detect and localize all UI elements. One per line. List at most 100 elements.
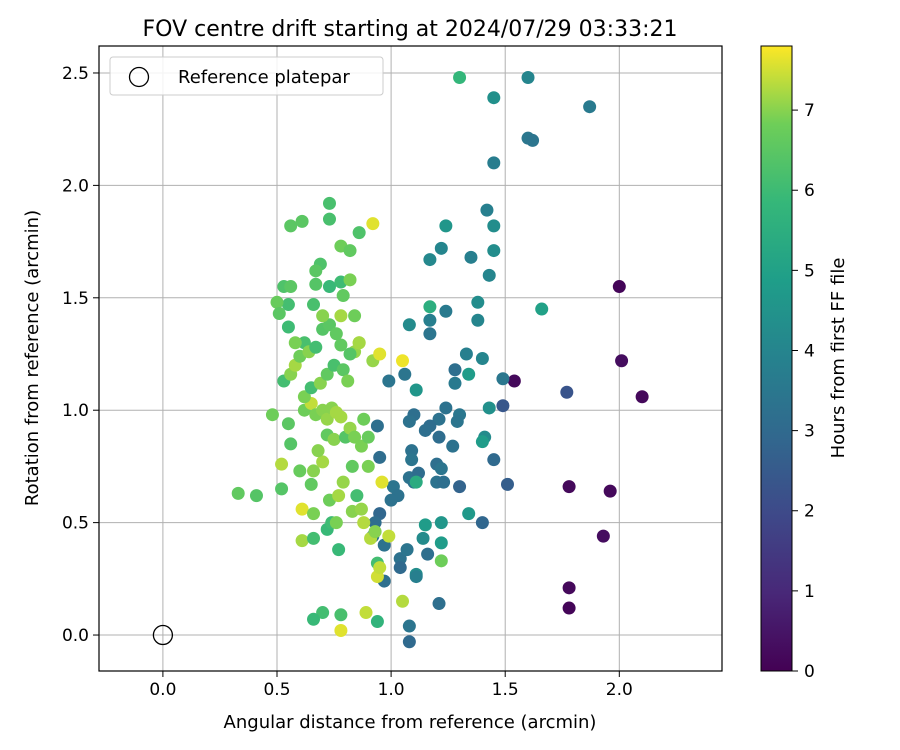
data-point [475, 435, 489, 449]
data-point [361, 430, 375, 444]
data-point [475, 516, 489, 530]
colorbar-tick-label: 4 [804, 341, 815, 361]
data-point [405, 453, 419, 467]
data-point [334, 338, 348, 352]
data-point [322, 280, 336, 294]
data-point [471, 295, 485, 309]
data-point [416, 531, 430, 545]
x-tick-label: 1.5 [492, 680, 519, 700]
data-point [382, 374, 396, 388]
data-point [396, 594, 410, 608]
x-tick-label: 0.0 [149, 680, 176, 700]
legend: Reference platepar [109, 56, 384, 96]
data-point [448, 363, 462, 377]
data-point [409, 475, 423, 489]
data-point [366, 217, 380, 231]
data-point [295, 534, 309, 548]
data-point [439, 219, 453, 233]
data-point [352, 336, 366, 350]
data-point [336, 289, 350, 303]
data-point [596, 529, 610, 543]
chart-title: FOV centre drift starting at 2024/07/29 … [143, 17, 678, 42]
data-point [462, 367, 476, 381]
data-point [370, 419, 384, 433]
data-point [612, 280, 626, 294]
data-point [368, 516, 382, 530]
legend-label: Reference platepar [178, 67, 350, 88]
data-point [439, 401, 453, 415]
data-point [348, 309, 362, 323]
data-point [453, 480, 467, 494]
data-point [361, 459, 375, 473]
data-point [400, 543, 414, 557]
data-point [281, 320, 295, 334]
data-point [332, 489, 346, 503]
y-axis-ticks: 0.0 0.5 1.0 1.5 2.0 2.5 [62, 64, 99, 646]
data-point [284, 437, 298, 451]
data-point [275, 457, 289, 471]
colorbar-tick-label: 2 [804, 502, 815, 522]
data-point [462, 507, 476, 521]
data-point [307, 507, 321, 521]
data-point [487, 91, 501, 105]
data-point [359, 606, 373, 620]
data-point [343, 347, 357, 361]
data-point [434, 462, 448, 476]
data-point [313, 376, 327, 390]
data-point [482, 268, 496, 282]
data-point [334, 608, 348, 622]
data-point [562, 581, 576, 595]
data-point [368, 525, 382, 539]
data-point [487, 453, 501, 467]
data-point [334, 309, 348, 323]
data-point [402, 619, 416, 633]
data-point [332, 543, 346, 557]
colorbar-label: Hours from first FF file [828, 258, 849, 459]
data-point [562, 480, 576, 494]
data-point [409, 570, 423, 584]
data-point [398, 367, 412, 381]
data-point [357, 516, 371, 530]
data-point [382, 529, 396, 543]
data-point [434, 554, 448, 568]
data-point [270, 295, 284, 309]
data-point [357, 412, 371, 426]
reference-platepar-marker [152, 624, 174, 646]
data-point [421, 547, 435, 561]
data-point [265, 408, 279, 422]
data-point [402, 635, 416, 649]
data-point [327, 432, 341, 446]
data-point [373, 561, 387, 575]
data-point [405, 444, 419, 458]
data-point [396, 354, 410, 368]
data-point [393, 552, 407, 566]
data-point [316, 309, 330, 323]
colorbar-tick-label: 0 [804, 662, 815, 682]
data-point [336, 475, 350, 489]
data-point [311, 444, 325, 458]
data-point [560, 385, 574, 399]
data-point [418, 423, 432, 437]
data-point [480, 203, 494, 217]
data-point [341, 374, 355, 388]
data-point [329, 327, 343, 341]
data-point [418, 518, 432, 532]
colorbar-tick-label: 6 [804, 181, 815, 201]
x-tick-label: 1.0 [378, 680, 405, 700]
data-point [320, 367, 334, 381]
data-point [350, 489, 364, 503]
data-point [307, 298, 321, 312]
data-point [432, 412, 446, 426]
data-point [316, 455, 330, 469]
colorbar: 0 1 2 3 4 5 6 7 Hours from first FF file [760, 45, 849, 682]
data-point [507, 374, 521, 388]
data-point [402, 414, 416, 428]
data-point [521, 70, 535, 84]
data-point [309, 264, 323, 278]
data-point [281, 298, 295, 312]
data-point [295, 502, 309, 516]
data-point [448, 376, 462, 390]
data-point [316, 606, 330, 620]
data-point [354, 439, 368, 453]
